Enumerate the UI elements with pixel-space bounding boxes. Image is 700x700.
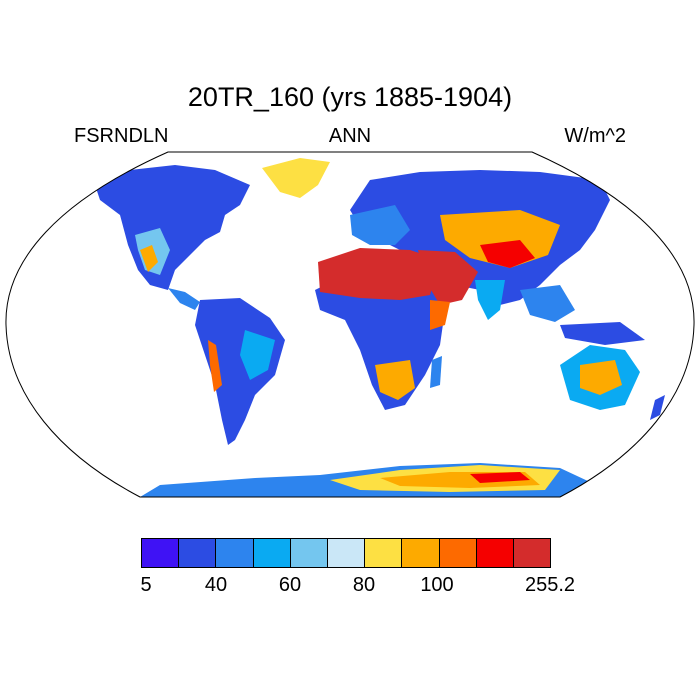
colorbar-tick-label: 5: [140, 574, 152, 596]
central-america: [168, 288, 200, 310]
colorbar-cell: [253, 539, 291, 567]
colorbar-cell: [142, 539, 180, 567]
colorbar-cell: [402, 539, 440, 567]
europe: [350, 205, 410, 245]
colorbar: [141, 538, 551, 568]
southeast-asia: [520, 285, 575, 322]
colorbar-tick-label: 60: [278, 574, 302, 596]
variable-label: FSRNDLN: [74, 125, 169, 147]
australia-interior: [580, 360, 622, 395]
madagascar: [430, 356, 442, 388]
south-america: [195, 298, 285, 445]
india: [475, 280, 505, 320]
plot-title: 20TR_160 (yrs 1885-1904): [187, 82, 513, 112]
colorbar-tick-label: 255.2: [524, 574, 576, 596]
indonesia: [560, 322, 645, 345]
colorbar-cell: [179, 539, 217, 567]
sa-west-coast-hot: [208, 340, 222, 392]
colorbar-cell: [365, 539, 403, 567]
sa-east: [240, 330, 275, 380]
land-fields: [95, 158, 665, 497]
antarctica-dome: [470, 472, 530, 483]
tibet-hot: [480, 240, 535, 268]
map-border: [5, 151, 695, 498]
greenland: [262, 158, 330, 198]
colorbar-cell: [476, 539, 514, 567]
colorbar-cell: [290, 539, 328, 567]
colorbar-cell: [216, 539, 254, 567]
new-zealand: [650, 395, 665, 420]
north-america: [95, 165, 250, 290]
horn-of-africa: [430, 300, 450, 330]
sahara-hot: [318, 248, 440, 300]
colorbar-tick-label: 100: [420, 574, 454, 596]
season-label: ANN: [328, 125, 372, 147]
units-label: W/m^2: [564, 125, 626, 147]
colorbar-cell: [327, 539, 366, 567]
na-southwest-hot: [140, 245, 158, 272]
kalahari-hot: [375, 360, 415, 400]
colorbar-tick-label: 40: [204, 574, 228, 596]
colorbar-cell: [513, 539, 551, 567]
colorbar-tick-label: 80: [352, 574, 376, 596]
colorbar-cell: [439, 539, 477, 567]
arabia-hot: [418, 250, 478, 305]
